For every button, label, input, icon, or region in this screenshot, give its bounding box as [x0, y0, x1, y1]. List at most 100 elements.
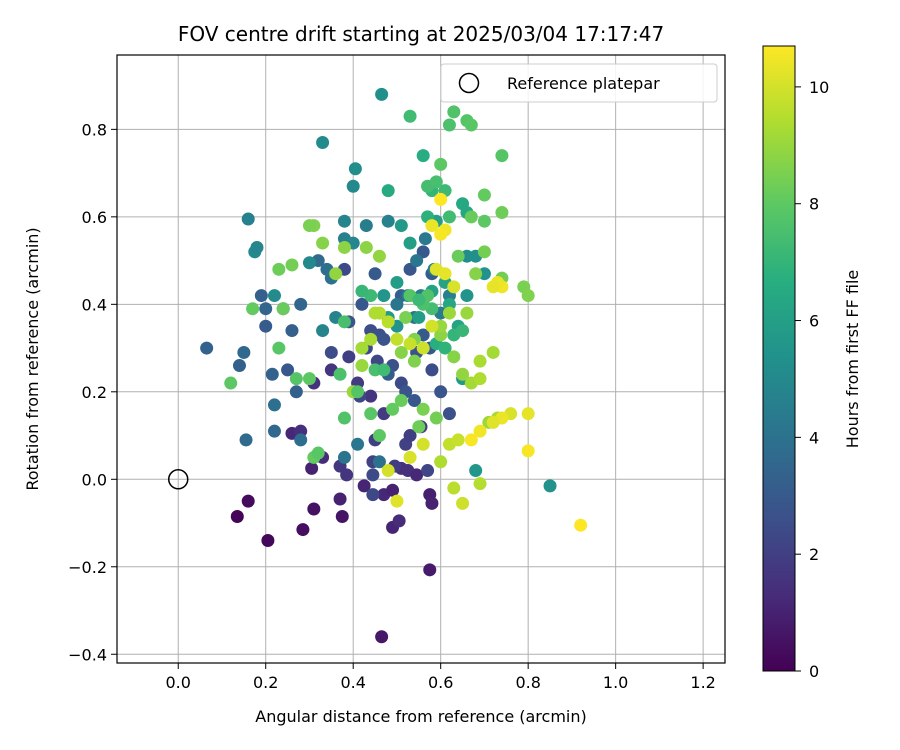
data-point: [337, 315, 351, 329]
data-point: [239, 433, 253, 447]
data-point: [333, 492, 347, 506]
colorbar-tick-label: 2: [809, 545, 819, 564]
data-point: [407, 354, 421, 368]
data-point: [261, 534, 275, 548]
data-point: [346, 179, 360, 193]
data-point: [377, 363, 391, 377]
data-point: [355, 284, 369, 298]
data-point: [486, 280, 500, 294]
legend: Reference platepar: [440, 63, 718, 103]
data-point: [386, 483, 400, 497]
y-tick-label: 0.2: [82, 383, 107, 402]
data-point: [246, 302, 260, 316]
data-point: [442, 407, 456, 421]
data-point: [342, 350, 356, 364]
data-point: [403, 450, 417, 464]
x-tick-label: 1.2: [690, 673, 715, 692]
data-point: [377, 332, 391, 346]
data-point: [447, 481, 461, 495]
data-point: [456, 496, 470, 510]
data-point: [473, 372, 487, 386]
data-point: [447, 280, 461, 294]
data-point: [329, 267, 343, 281]
data-point: [434, 157, 448, 171]
data-point: [372, 455, 386, 469]
chart-title: FOV centre drift starting at 2025/03/04 …: [178, 22, 664, 46]
x-tick-label: 0.4: [340, 673, 365, 692]
data-point: [434, 227, 448, 241]
data-point: [464, 433, 478, 447]
data-points: [200, 87, 588, 644]
data-point: [390, 494, 404, 508]
data-point: [434, 192, 448, 206]
data-point: [359, 240, 373, 254]
data-point: [272, 262, 286, 276]
x-axis-ticks: 0.0 0.2 0.4 0.6 0.8 1.0 1.2: [166, 663, 716, 692]
data-point: [375, 87, 389, 101]
data-point: [438, 267, 452, 281]
y-tick-label: 0.0: [82, 470, 107, 489]
data-point: [351, 437, 365, 451]
data-point: [311, 446, 325, 460]
data-point: [394, 219, 408, 233]
colorbar-tick-label: 6: [809, 312, 819, 331]
y-tick-label: −0.2: [68, 558, 107, 577]
data-point: [377, 289, 391, 303]
data-point: [267, 398, 281, 412]
data-point: [434, 455, 448, 469]
data-point: [477, 245, 491, 259]
data-point: [495, 205, 509, 219]
data-point: [307, 502, 321, 516]
data-point: [425, 219, 439, 233]
data-point: [399, 310, 413, 324]
data-point: [442, 118, 456, 132]
data-point: [250, 240, 264, 254]
data-point: [447, 105, 461, 119]
data-point: [281, 363, 295, 377]
colorbar-tick-label: 0: [809, 662, 819, 681]
data-point: [469, 464, 483, 478]
colorbar-label: Hours from first FF file: [843, 270, 862, 449]
data-point: [224, 376, 238, 390]
x-tick-label: 0.0: [166, 673, 191, 692]
data-point: [368, 306, 382, 320]
x-tick-label: 0.2: [253, 673, 278, 692]
data-point: [276, 302, 290, 316]
data-point: [416, 402, 430, 416]
data-point: [232, 359, 246, 373]
data-point: [381, 464, 395, 478]
data-point: [469, 267, 483, 281]
data-point: [429, 175, 443, 189]
x-tick-label: 0.8: [515, 673, 540, 692]
data-point: [495, 149, 509, 163]
data-point: [366, 488, 380, 502]
data-point: [425, 363, 439, 377]
data-point: [316, 135, 330, 149]
data-point: [412, 293, 426, 307]
data-point: [355, 341, 369, 355]
plot-frame: [116, 54, 726, 664]
data-point: [477, 214, 491, 228]
data-point: [316, 236, 330, 250]
data-point: [486, 345, 500, 359]
data-point: [302, 219, 316, 233]
data-point: [473, 424, 487, 438]
data-point: [372, 429, 386, 443]
data-point: [285, 324, 299, 338]
data-point: [460, 289, 474, 303]
data-point: [296, 523, 310, 537]
data-point: [241, 212, 255, 226]
colorbar-gradient: [762, 45, 796, 672]
data-point: [416, 149, 430, 163]
data-point: [451, 249, 465, 263]
data-point: [359, 219, 373, 233]
data-point: [200, 341, 214, 355]
data-point: [416, 341, 430, 355]
data-point: [521, 289, 535, 303]
data-point: [473, 477, 487, 491]
legend-open-circle-icon: [458, 72, 480, 94]
reference-platepar-marker: [167, 469, 189, 490]
colorbar: 0 2 4 6 8 10 Hours from first FF file: [762, 45, 862, 681]
data-point: [403, 236, 417, 250]
